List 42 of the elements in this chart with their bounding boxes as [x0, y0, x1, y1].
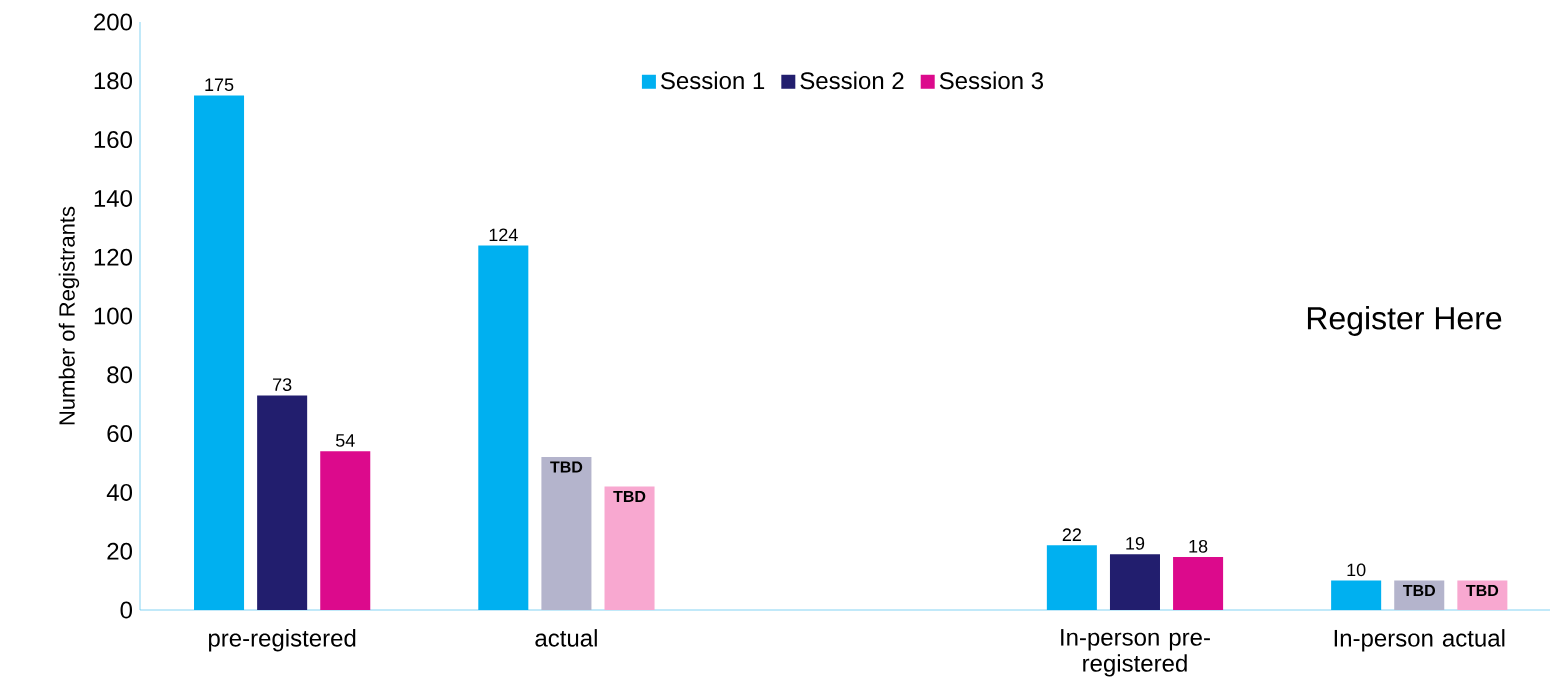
data-label: 10	[1347, 563, 1366, 577]
legend-label: Session 3	[939, 71, 1044, 90]
bar	[541, 457, 592, 610]
bar	[1046, 545, 1097, 610]
data-label: TBD	[1466, 585, 1499, 597]
bar	[1109, 554, 1160, 610]
data-label: 124	[489, 228, 518, 242]
data-label: TBD	[1403, 585, 1436, 597]
x-tick-label: In-person pre-registered	[1061, 629, 1210, 677]
y-tick-label: 140	[94, 189, 133, 207]
bar	[1173, 557, 1224, 610]
bar	[1331, 580, 1382, 610]
data-label: 19	[1126, 536, 1145, 550]
x-tick-label: In-person actual	[1334, 629, 1505, 652]
data-label: 22	[1062, 528, 1081, 541]
y-tick-label: 100	[94, 307, 133, 325]
data-label: 73	[273, 378, 292, 391]
x-tick-label: actual	[535, 629, 597, 647]
bar	[194, 95, 245, 610]
y-tick-label: 80	[107, 366, 133, 384]
y-tick-label: 160	[94, 131, 133, 149]
y-tick-label: 120	[94, 248, 133, 266]
data-label: TBD	[550, 461, 583, 473]
annotation: Register Here	[1307, 306, 1502, 336]
y-tick-label: 40	[106, 483, 133, 501]
data-label: 54	[335, 434, 355, 447]
y-tick-label: 200	[94, 13, 133, 31]
y-tick-label: 60	[107, 425, 133, 443]
bar	[478, 245, 529, 610]
bar	[257, 395, 308, 610]
legend-label: Session 2	[800, 71, 904, 90]
y-tick-label: 20	[107, 542, 133, 560]
data-label: TBD	[613, 490, 646, 502]
y-tick-label: 0	[120, 601, 133, 619]
bar	[320, 451, 371, 610]
y-tick-label: 180	[94, 72, 133, 90]
data-label: 175	[205, 78, 234, 92]
legend-label: Session 1	[661, 71, 765, 90]
bar	[604, 486, 655, 610]
y-axis-title: Number of Registrants	[58, 206, 80, 425]
x-tick-label: pre-registered	[208, 629, 356, 652]
data-label: 18	[1189, 539, 1208, 553]
